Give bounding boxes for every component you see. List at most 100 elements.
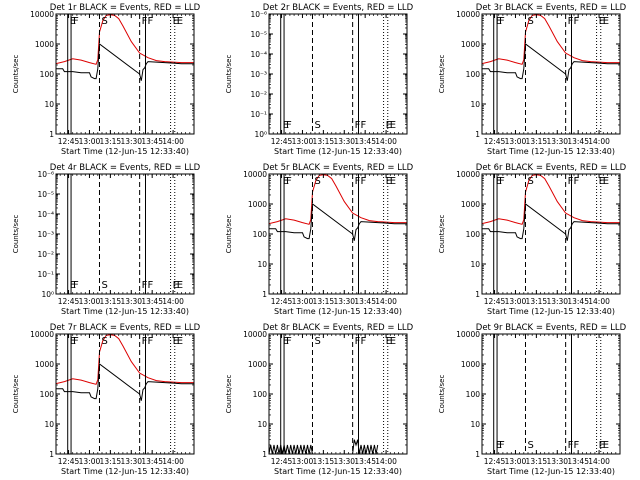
x-tick-label: 13:15 — [526, 457, 548, 466]
y-tick-label: 1 — [262, 450, 267, 459]
event-marker-label: F — [73, 280, 79, 291]
lld-series-line — [482, 174, 620, 225]
event-marker-label: S — [101, 16, 107, 27]
y-tick-label: 1000 — [35, 360, 54, 369]
x-tick-label: 13:30 — [546, 297, 568, 306]
series-group — [482, 14, 620, 81]
panel-title: Det 4r BLACK = Events, RED = LLD — [50, 163, 201, 173]
y-tick-label: 10000 — [456, 330, 480, 339]
x-tick-label: 12:45 — [58, 297, 80, 306]
y-tick-label: 10⁻⁶ — [37, 170, 54, 179]
event-marker-label: E — [496, 440, 502, 451]
x-tick-label: 14:00 — [588, 137, 610, 146]
y-tick-label: 1 — [49, 130, 54, 139]
event-marker-label: F — [360, 176, 366, 187]
y-tick-label: 10⁻⁴ — [250, 50, 267, 59]
x-tick-label: 14:00 — [162, 137, 184, 146]
event-marker-label: F — [286, 120, 292, 131]
event-marker-label: E — [599, 176, 605, 187]
y-tick-label: 10 — [257, 420, 267, 429]
lld-series-line — [56, 334, 194, 385]
event-marker-label: F — [355, 120, 361, 131]
event-marker-label: F — [142, 336, 148, 347]
y-tick-label: 10⁻² — [37, 250, 54, 259]
y-tick-label: 10⁰ — [41, 290, 54, 299]
x-tick-label: 13:00 — [79, 137, 101, 146]
y-tick-label: 10⁻⁶ — [250, 10, 267, 19]
event-marker-label: E — [496, 16, 502, 27]
x-tick-label: 13:45 — [354, 457, 376, 466]
y-tick-label: 1000 — [461, 360, 480, 369]
event-marker-label: E — [603, 440, 609, 451]
x-axis-label: Start Time (12-Jun-15 12:33:40) — [487, 467, 615, 476]
y-axis-label: Counts/sec — [12, 55, 20, 94]
x-tick-label: 13:45 — [141, 137, 163, 146]
event-marker-label: E — [386, 176, 392, 187]
y-tick-label: 10 — [44, 100, 54, 109]
event-marker-label: F — [286, 336, 292, 347]
plot-frame — [268, 173, 408, 295]
x-tick-label: 12:45 — [58, 457, 80, 466]
events-series-line — [56, 43, 194, 81]
y-tick-label: 1 — [475, 450, 480, 459]
event-marker-label: S — [314, 176, 320, 187]
event-marker-label: E — [173, 336, 179, 347]
x-axis-label: Start Time (12-Jun-15 12:33:40) — [61, 147, 189, 156]
x-tick-label: 14:00 — [588, 457, 610, 466]
event-marker-label: F — [147, 336, 153, 347]
y-tick-label: 10⁻³ — [250, 70, 267, 79]
event-marker-label: F — [355, 336, 361, 347]
event-marker-label: F — [142, 16, 148, 27]
event-marker-label: F — [73, 336, 79, 347]
event-marker-label: S — [101, 336, 107, 347]
y-axis-label: Counts/sec — [225, 215, 233, 254]
y-tick-label: 1 — [49, 450, 54, 459]
x-axis-label: Start Time (12-Jun-15 12:33:40) — [274, 147, 402, 156]
y-tick-label: 10⁻⁴ — [37, 210, 54, 219]
event-marker-label: S — [527, 176, 533, 187]
x-tick-label: 13:15 — [313, 297, 335, 306]
y-tick-label: 10000 — [456, 10, 480, 19]
x-tick-label: 14:00 — [162, 457, 184, 466]
y-tick-label: 1000 — [461, 40, 480, 49]
x-tick-label: 12:45 — [484, 297, 506, 306]
x-tick-label: 13:15 — [313, 457, 335, 466]
event-marker-label: F — [573, 16, 579, 27]
event-marker-label: F — [499, 440, 505, 451]
event-marker-label: E — [603, 176, 609, 187]
x-tick-label: 13:45 — [354, 297, 376, 306]
x-tick-label: 13:00 — [79, 297, 101, 306]
y-tick-label: 10⁻³ — [37, 230, 54, 239]
series-group — [269, 174, 407, 241]
event-marker-label: E — [390, 120, 396, 131]
y-axis-label: Counts/sec — [12, 215, 20, 254]
event-marker-label: F — [573, 176, 579, 187]
event-marker-label: F — [360, 336, 366, 347]
x-tick-label: 13:30 — [333, 297, 355, 306]
plot-frame — [481, 333, 621, 455]
lld-series-line — [56, 14, 194, 65]
y-tick-label: 10 — [470, 420, 480, 429]
y-tick-label: 1 — [262, 290, 267, 299]
event-marker-label: S — [527, 16, 533, 27]
event-marker-label: E — [173, 16, 179, 27]
y-tick-label: 100 — [466, 70, 481, 79]
events-series-line — [56, 363, 194, 401]
y-tick-label: 10 — [470, 100, 480, 109]
event-marker-label: E — [70, 280, 76, 291]
y-axis-label: Counts/sec — [225, 375, 233, 414]
y-tick-label: 10⁰ — [254, 130, 267, 139]
x-axis-label: Start Time (12-Jun-15 12:33:40) — [487, 147, 615, 156]
x-tick-label: 13:45 — [567, 297, 589, 306]
y-tick-label: 10000 — [243, 330, 267, 339]
x-tick-label: 13:15 — [100, 457, 122, 466]
event-marker-label: E — [599, 440, 605, 451]
event-marker-label: E — [496, 176, 502, 187]
panel-title: Det 9r BLACK = Events, RED = LLD — [476, 323, 627, 333]
y-axis-label: Counts/sec — [438, 375, 446, 414]
x-tick-label: 13:15 — [100, 297, 122, 306]
event-marker-label: E — [390, 336, 396, 347]
event-marker-label: E — [177, 280, 183, 291]
y-tick-label: 1 — [475, 130, 480, 139]
